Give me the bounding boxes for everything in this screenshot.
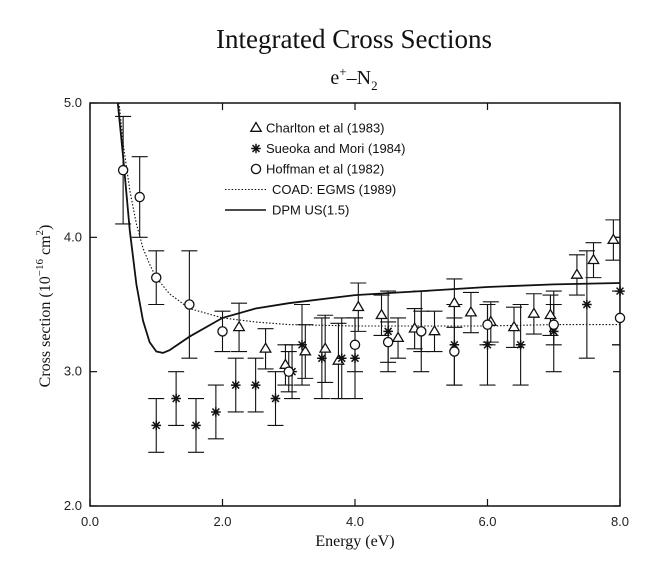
hoffman-point [548, 319, 560, 330]
charlton-point [507, 320, 521, 332]
legend-label: Hoffman et al (1982) [266, 162, 384, 177]
charlton-point [259, 342, 272, 353]
legend-triangle-icon [249, 121, 263, 132]
hoffman-point [134, 191, 145, 203]
charlton-point [375, 308, 388, 320]
legend-asterisk-icon [251, 143, 261, 154]
hoffman-point [217, 326, 228, 337]
data-markers [117, 164, 626, 431]
hoffman-point [184, 299, 195, 310]
charlton-point [351, 300, 365, 312]
chart-subtitle: e+–N2 [330, 64, 377, 93]
x-axis-label: Energy (eV) [315, 533, 394, 550]
hoffman-point [482, 319, 493, 330]
hoffman-point [449, 346, 460, 357]
hoffman-point [382, 336, 394, 348]
sueoka-mori-point [482, 340, 493, 350]
legend-label: Sueoka and Mori (1984) [266, 141, 405, 156]
y-tick-label: 2.0 [64, 498, 82, 513]
charlton-point [447, 296, 461, 308]
charlton-point [318, 342, 332, 353]
charlton-point [298, 344, 312, 356]
sueoka-mori-point [230, 380, 241, 390]
charlton-point [587, 253, 600, 265]
charlton-point [428, 324, 441, 336]
x-tick-label: 6.0 [478, 514, 496, 529]
chart-title: Integrated Cross Sections [216, 24, 492, 54]
y-tick-label: 3.0 [64, 364, 82, 379]
legend-label: DPM US(1.5) [272, 203, 349, 218]
dpm-us-curve [116, 103, 620, 354]
y-axis: 2.0 3.0 4.0 5.0 [64, 95, 620, 513]
sueoka-mori-point [515, 340, 526, 350]
hoffman-point [150, 272, 162, 283]
sueoka-mori-point [270, 393, 281, 404]
sueoka-mori-point [191, 420, 201, 431]
x-tick-label: 4.0 [346, 514, 364, 529]
sueoka-mori-point [383, 326, 393, 337]
sueoka-mori-point [151, 420, 162, 431]
hoffman-point [415, 326, 427, 337]
hoffman-point [349, 339, 361, 351]
legend-circle-icon [250, 163, 262, 175]
x-axis: 0.0 2.0 4.0 6.0 8.0 [81, 103, 629, 529]
sueoka-mori-point [582, 299, 592, 310]
y-tick-label: 5.0 [64, 95, 82, 110]
y-tick-label: 4.0 [64, 229, 82, 244]
x-tick-label: 8.0 [611, 514, 629, 529]
charlton-point [606, 233, 620, 244]
x-tick-label: 0.0 [81, 514, 99, 529]
legend-label: COAD: EGMS (1989) [272, 182, 396, 197]
sueoka-mori-point [171, 393, 181, 404]
sueoka-mori-point [250, 380, 261, 390]
charlton-point [527, 307, 541, 318]
hoffman-point [614, 312, 626, 324]
hoffman-point [117, 164, 129, 176]
sueoka-mori-point [449, 340, 460, 350]
legend-label: Charlton et al (1983) [266, 121, 385, 136]
sueoka-mori-point [317, 353, 327, 364]
charlton-point [232, 320, 246, 332]
charlton-point [391, 331, 405, 343]
sueoka-mori-point [548, 326, 559, 337]
x-tick-label: 2.0 [213, 514, 231, 529]
hoffman-point [283, 366, 294, 377]
sueoka-mori-point [350, 353, 360, 364]
legend: Charlton et al (1983) Sueoka and Mori (19… [225, 121, 405, 218]
sueoka-mori-point [297, 340, 307, 350]
error-bar [612, 290, 620, 346]
charlton-point [464, 305, 478, 317]
charlton-point [570, 268, 584, 279]
sueoka-mori-point [615, 286, 625, 296]
sueoka-mori-point [211, 407, 221, 417]
y-axis-label: Cross section (10−16 cm2) [34, 225, 54, 388]
sueoka-mori-point [336, 353, 347, 364]
charlton-point [544, 308, 557, 320]
